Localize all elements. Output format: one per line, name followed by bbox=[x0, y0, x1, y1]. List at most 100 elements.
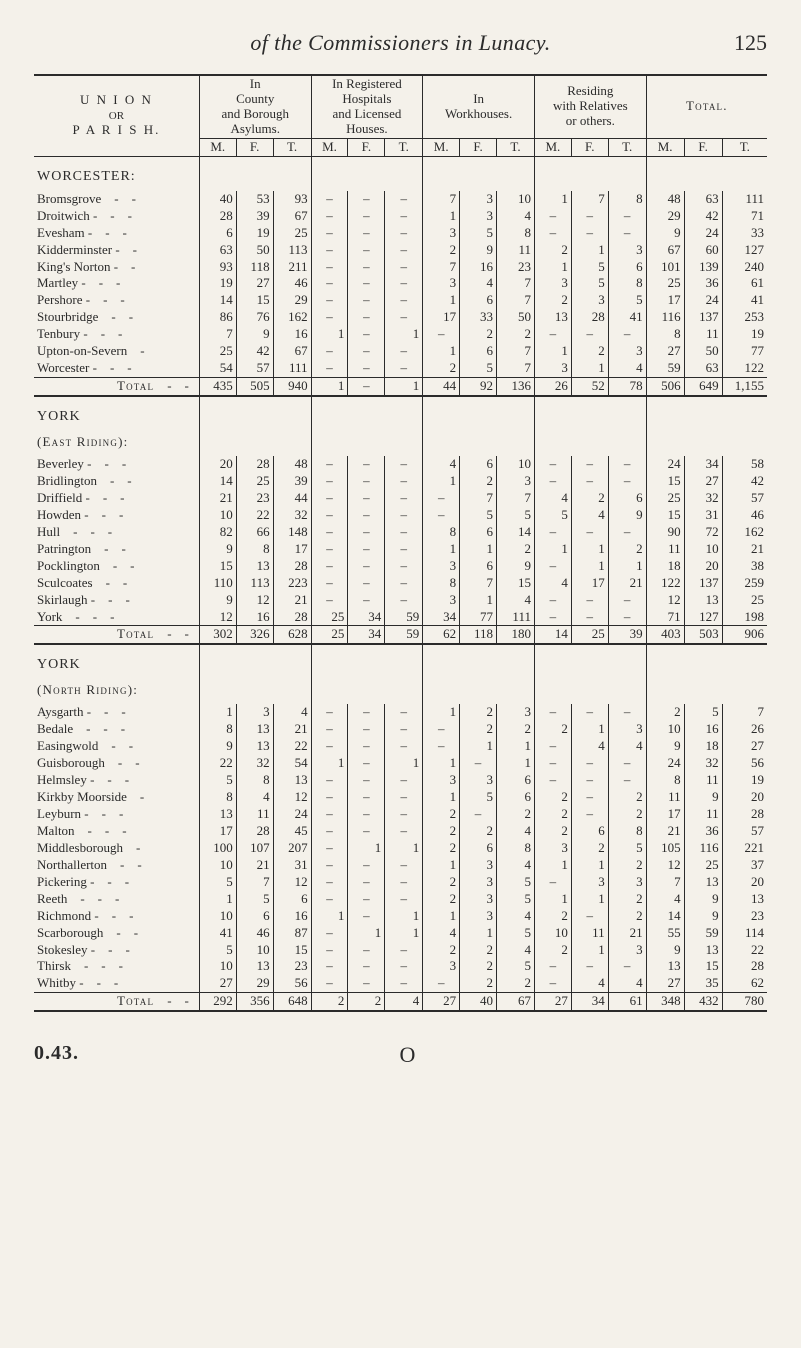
cell: 2 bbox=[534, 823, 571, 840]
cell: 27 bbox=[722, 738, 767, 755]
cell: 32 bbox=[273, 507, 311, 524]
cell: 19 bbox=[236, 225, 273, 242]
cell: – bbox=[385, 292, 423, 309]
cell: 4 bbox=[534, 490, 571, 507]
cell: 25 bbox=[273, 225, 311, 242]
row-stub: Howden - - - bbox=[34, 507, 199, 524]
cell: 10 bbox=[534, 925, 571, 942]
cell: 32 bbox=[684, 755, 722, 772]
row-stub: Guisborough - - bbox=[34, 755, 199, 772]
row-stub: Stokesley - - - bbox=[34, 942, 199, 959]
col-sub: T. bbox=[722, 138, 767, 156]
cell: 13 bbox=[273, 772, 311, 789]
cell: 1 bbox=[423, 292, 460, 309]
cell: 100 bbox=[199, 840, 236, 857]
table-row: Stokesley - - -51015–––22421391322 bbox=[34, 942, 767, 959]
cell-empty bbox=[571, 644, 608, 679]
cell: 78 bbox=[608, 378, 646, 396]
table-head: U N I O N OR P A R I S H. In County and … bbox=[34, 75, 767, 156]
cell: 1 bbox=[571, 721, 608, 738]
cell-empty bbox=[423, 396, 460, 431]
table-row: Middlesborough -100107207–11268325105116… bbox=[34, 840, 767, 857]
row-stub: Bedale - - - bbox=[34, 721, 199, 738]
cell: – bbox=[311, 473, 348, 490]
cell: – bbox=[608, 755, 646, 772]
cell: 2 bbox=[460, 326, 497, 343]
cell: 118 bbox=[236, 259, 273, 276]
row-stub: Pershore - - - bbox=[34, 292, 199, 309]
cell: 292 bbox=[199, 993, 236, 1011]
cell: 162 bbox=[722, 524, 767, 541]
cell: 4 bbox=[496, 857, 534, 874]
cell: 3 bbox=[608, 942, 646, 959]
cell: 8 bbox=[608, 823, 646, 840]
col-sub: F. bbox=[571, 138, 608, 156]
cell: 1 bbox=[534, 857, 571, 874]
cell-empty bbox=[646, 156, 684, 191]
cell-empty bbox=[236, 156, 273, 191]
cell: – bbox=[385, 259, 423, 276]
cell-empty bbox=[534, 396, 571, 431]
table-row: Pocklington - -151328–––369–11182038 bbox=[34, 558, 767, 575]
cell: 223 bbox=[273, 575, 311, 592]
cell: 27 bbox=[646, 975, 684, 992]
cell: 12 bbox=[646, 857, 684, 874]
cell: 14 bbox=[496, 524, 534, 541]
cell: – bbox=[311, 806, 348, 823]
cell: 403 bbox=[646, 626, 684, 644]
cell: 1 bbox=[385, 326, 423, 343]
cell: 46 bbox=[236, 925, 273, 942]
cell: – bbox=[348, 242, 385, 259]
cell: – bbox=[571, 592, 608, 609]
cell: 940 bbox=[273, 378, 311, 396]
table-row: Easingwold - -91322––––11–4491827 bbox=[34, 738, 767, 755]
cell: 41 bbox=[199, 925, 236, 942]
cell: – bbox=[608, 524, 646, 541]
cell: 50 bbox=[236, 242, 273, 259]
cell: 20 bbox=[684, 558, 722, 575]
cell: 23 bbox=[722, 908, 767, 925]
cell: – bbox=[348, 191, 385, 208]
cell: – bbox=[534, 958, 571, 975]
cell: 11 bbox=[684, 806, 722, 823]
cell-empty bbox=[311, 644, 348, 679]
cell: 5 bbox=[684, 704, 722, 721]
cell: 3 bbox=[534, 840, 571, 857]
cell: 1 bbox=[199, 704, 236, 721]
cell: 5 bbox=[534, 507, 571, 524]
cell: – bbox=[385, 191, 423, 208]
cell: 107 bbox=[236, 840, 273, 857]
cell-empty bbox=[460, 679, 497, 704]
cell: – bbox=[385, 208, 423, 225]
cell: 1 bbox=[423, 755, 460, 772]
cell: 5 bbox=[496, 891, 534, 908]
cell: – bbox=[608, 326, 646, 343]
cell: 20 bbox=[722, 874, 767, 891]
table-row: Reeth - - -156–––2351124913 bbox=[34, 891, 767, 908]
cell: – bbox=[348, 592, 385, 609]
cell: – bbox=[311, 721, 348, 738]
cell: 3 bbox=[236, 704, 273, 721]
section-subtitle: (North Riding): bbox=[34, 679, 199, 704]
cell: 4 bbox=[460, 275, 497, 292]
cell: 1 bbox=[571, 942, 608, 959]
row-stub: Driffield - - - bbox=[34, 490, 199, 507]
cell: 14 bbox=[199, 473, 236, 490]
row-stub: Sculcoates - - bbox=[34, 575, 199, 592]
cell: 19 bbox=[722, 326, 767, 343]
cell: – bbox=[534, 755, 571, 772]
cell: 24 bbox=[684, 292, 722, 309]
cell-empty bbox=[311, 679, 348, 704]
cell: 33 bbox=[722, 225, 767, 242]
cell: 17 bbox=[199, 823, 236, 840]
cell-empty bbox=[273, 156, 311, 191]
cell: – bbox=[385, 721, 423, 738]
cell: 18 bbox=[684, 738, 722, 755]
cell: 20 bbox=[199, 456, 236, 473]
cell: 118 bbox=[460, 626, 497, 644]
cell: 71 bbox=[722, 208, 767, 225]
cell: – bbox=[311, 541, 348, 558]
cell: 24 bbox=[273, 806, 311, 823]
cell: – bbox=[348, 507, 385, 524]
row-stub: Richmond - - - bbox=[34, 908, 199, 925]
